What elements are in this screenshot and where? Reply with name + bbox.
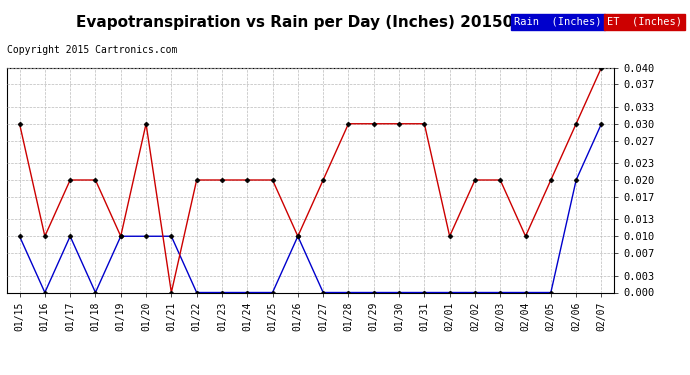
Text: Evapotranspiration vs Rain per Day (Inches) 20150208: Evapotranspiration vs Rain per Day (Inch…	[76, 15, 545, 30]
Text: Copyright 2015 Cartronics.com: Copyright 2015 Cartronics.com	[7, 45, 177, 55]
Text: ET  (Inches): ET (Inches)	[607, 17, 682, 27]
Text: Rain  (Inches): Rain (Inches)	[514, 17, 602, 27]
